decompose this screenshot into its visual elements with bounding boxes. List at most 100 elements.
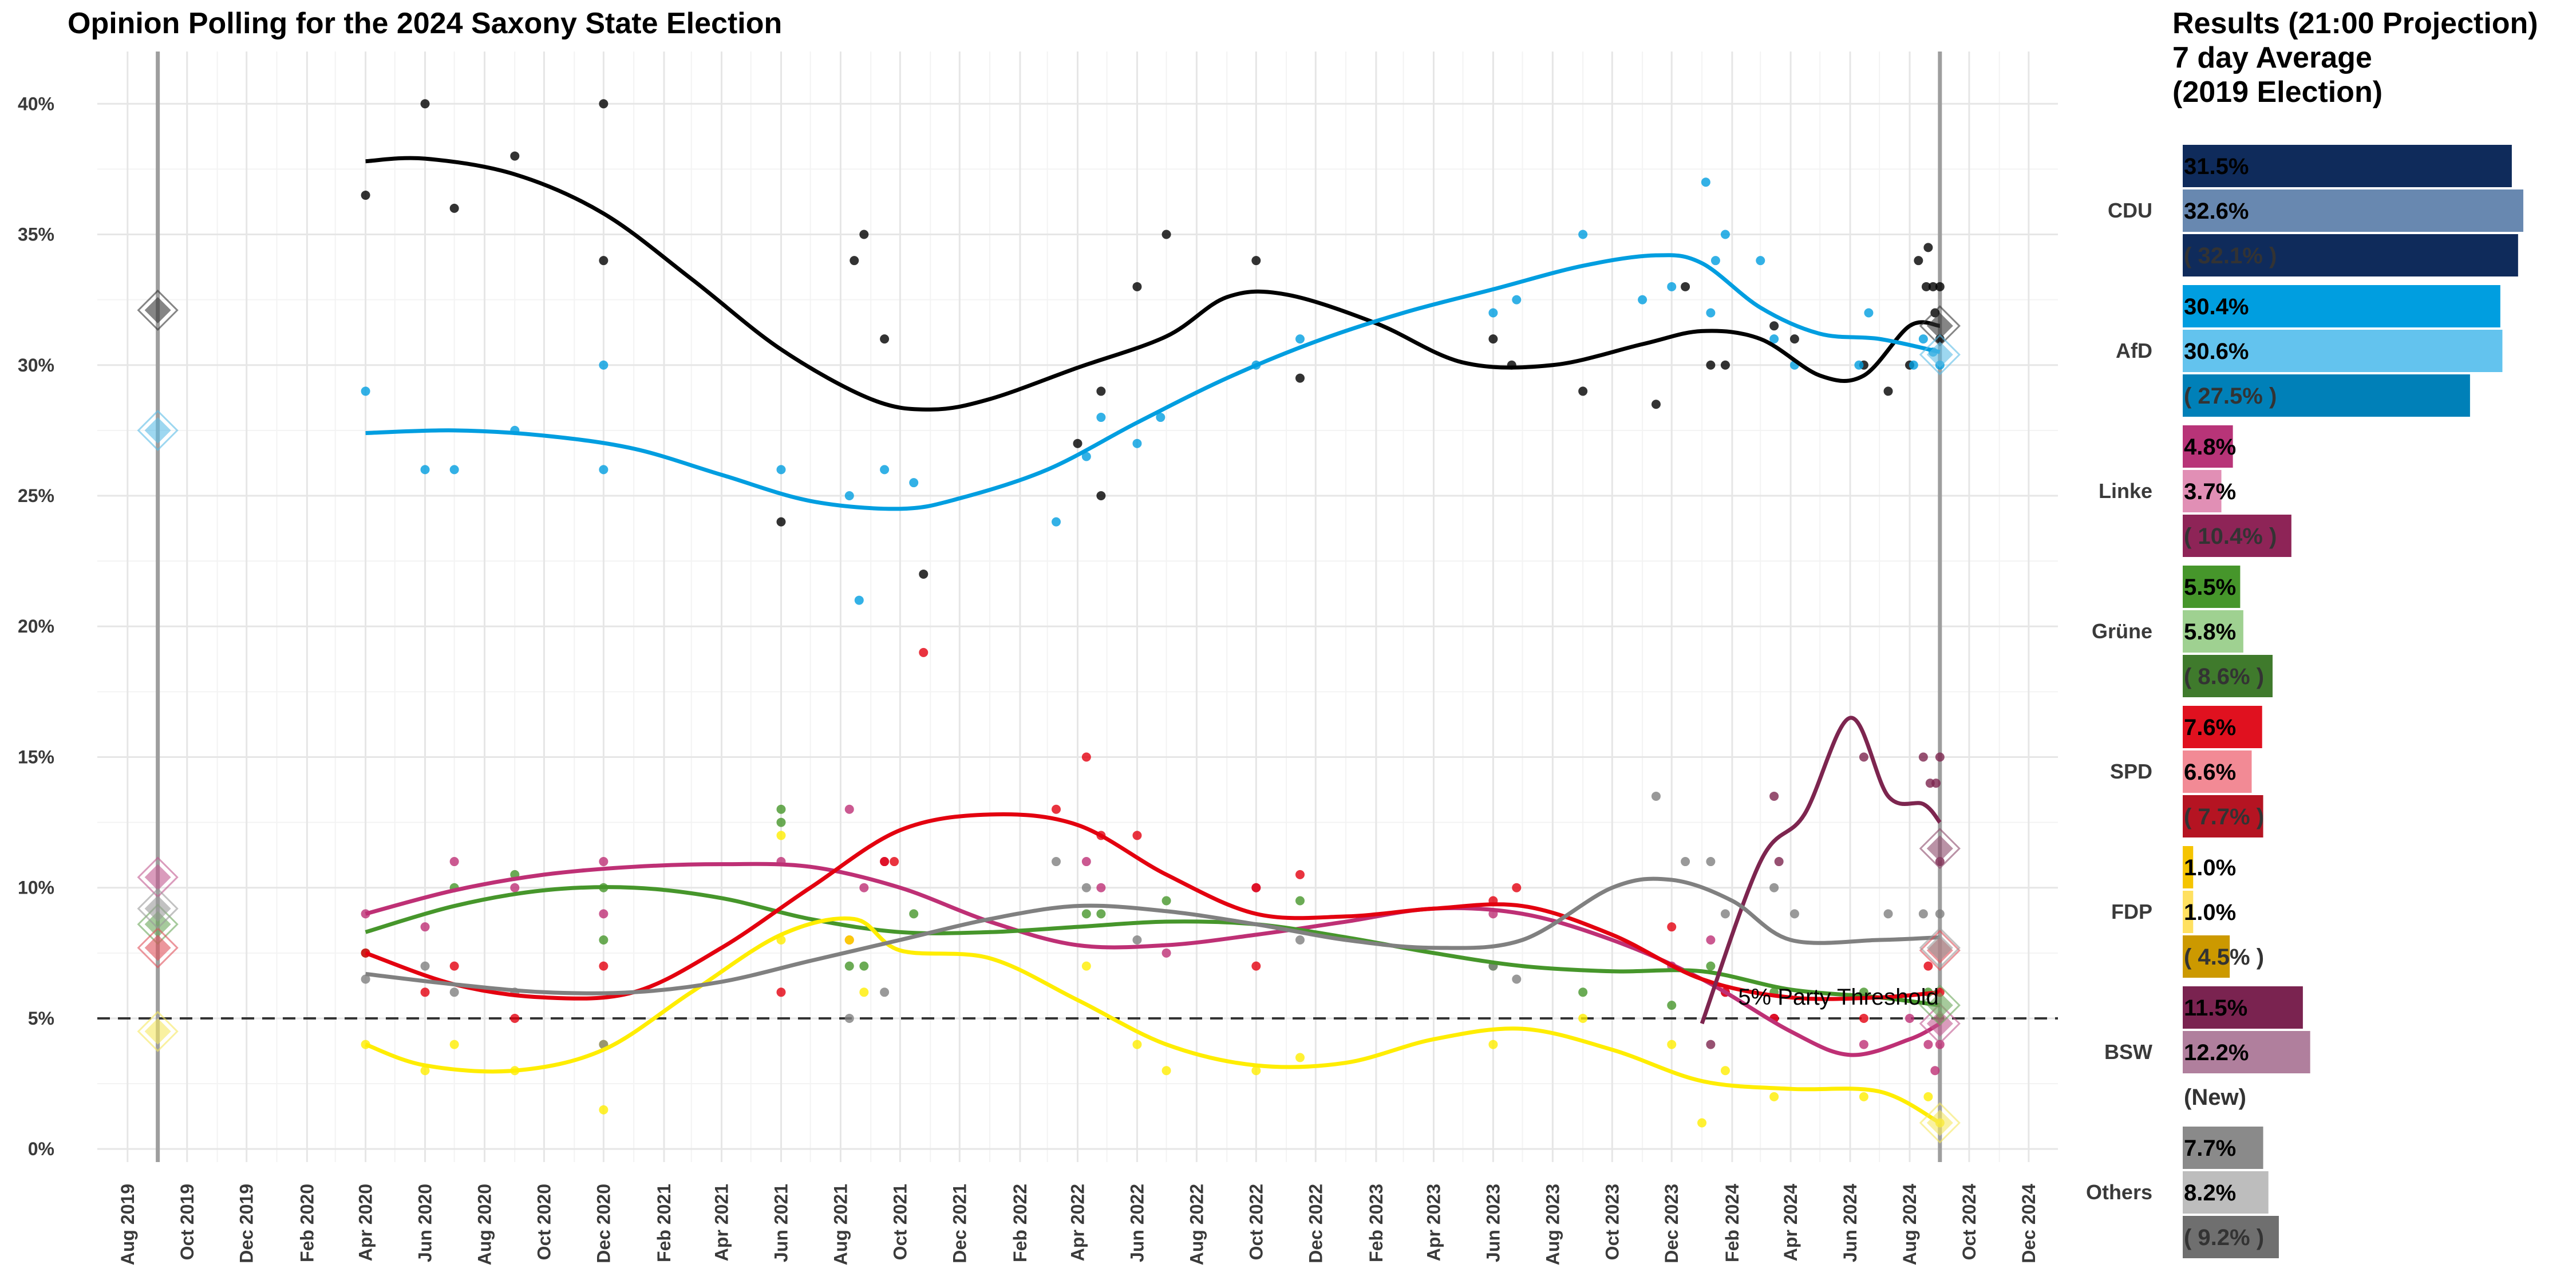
- panel-title-line-3: (2019 Election): [2172, 76, 2383, 109]
- x-tick-label: Oct 2021: [890, 1184, 910, 1260]
- result-bar-others-2: [2183, 1216, 2279, 1258]
- x-tick-label: Feb 2024: [1722, 1184, 1743, 1262]
- poll-point-afd: [880, 465, 890, 475]
- trend-line-gruene: [365, 885, 1941, 1008]
- result-bar-cdu-2: [2183, 234, 2518, 276]
- poll-point-linke: [1706, 935, 1716, 945]
- result-party-label: Linke: [2099, 479, 2152, 503]
- poll-point-spd: [1251, 883, 1261, 892]
- result-2024-marker-others: [1919, 927, 1961, 969]
- poll-point-spd: [890, 857, 899, 867]
- poll-point-afd: [599, 360, 609, 370]
- poll-point-afd: [599, 465, 609, 475]
- poll-point-cdu: [449, 203, 459, 213]
- result-bar-spd-2: [2183, 795, 2263, 837]
- x-tick-label: Oct 2023: [1602, 1184, 1622, 1260]
- poll-point-others: [1883, 909, 1893, 919]
- result-bar-label: (New): [2184, 1085, 2246, 1110]
- result-2024-marker-fdp-outline: [1919, 1102, 1961, 1144]
- poll-point-afd: [1132, 438, 1142, 448]
- poll-point-afd: [1052, 517, 1061, 527]
- result-bar-label: ( 32.1% ): [2184, 243, 2277, 268]
- result-party-label: Grüne: [2092, 619, 2152, 643]
- result-2024-marker-afd: [1919, 334, 1961, 376]
- result-2024-marker-gruene-outline: [1919, 984, 1961, 1026]
- result-bar-label: 12.2%: [2184, 1040, 2249, 1065]
- result-bar-label: 5.5%: [2184, 575, 2236, 600]
- result-bar-cdu-1: [2183, 189, 2523, 232]
- result-bar-label: ( 27.5% ): [2184, 384, 2277, 409]
- election-2019-marker-fdp: [137, 1010, 179, 1052]
- x-tick-label: Aug 2020: [474, 1184, 495, 1265]
- y-tick-label: 10%: [18, 878, 54, 898]
- poll-point-fdp: [599, 1105, 609, 1115]
- poll-point-cdu: [1073, 438, 1082, 448]
- election-2019-marker-spd-fill: [144, 934, 171, 961]
- poll-point-cdu: [1928, 282, 1938, 291]
- poll-point-fdp: [420, 1066, 430, 1076]
- trend-line-cdu: [365, 156, 1941, 412]
- poll-point-cdu: [880, 334, 890, 344]
- x-tick-label: Jun 2021: [771, 1184, 791, 1262]
- poll-point-linke: [1923, 1040, 1933, 1049]
- result-group-fdp: FDP 1.0% 1.0% ( 4.5% ): [2111, 846, 2264, 978]
- x-tick-label: Dec 2024: [2018, 1184, 2039, 1263]
- election-2019-marker-fdp-outline: [137, 1010, 179, 1052]
- poll-point-spd: [919, 647, 929, 657]
- trend-line-fdp: [365, 916, 1941, 1125]
- trend-line-afd: [365, 253, 1941, 511]
- result-bar-label: ( 10.4% ): [2184, 524, 2277, 549]
- x-tick-label: Oct 2024: [1959, 1184, 1980, 1261]
- poll-point-others: [1918, 909, 1928, 919]
- election-2019-marker-spd-outline: [137, 927, 179, 969]
- poll-point-cdu: [1096, 491, 1106, 500]
- x-tick-label: Dec 2023: [1661, 1184, 1682, 1263]
- poll-point-spd: [1859, 1013, 1868, 1023]
- result-party-label: FDP: [2111, 900, 2152, 923]
- poll-point-fdp: [1923, 1092, 1933, 1101]
- poll-point-gruene: [909, 909, 919, 919]
- poll-point-fdp: [859, 987, 869, 997]
- poll-point-gruene: [776, 804, 786, 814]
- x-tick-label: Aug 2019: [117, 1184, 138, 1265]
- x-tick-label: Apr 2020: [355, 1184, 376, 1261]
- poll-point-linke: [510, 883, 520, 892]
- poll-point-linke: [1081, 857, 1091, 867]
- result-bar-label: 30.6%: [2184, 339, 2249, 364]
- chart-title: Opinion Polling for the 2024 Saxony Stat…: [68, 7, 782, 40]
- x-tick-label: Feb 2023: [1366, 1184, 1386, 1262]
- result-party-label: SPD: [2110, 760, 2152, 783]
- result-bar-bsw-0: [2183, 986, 2303, 1029]
- x-tick-label: Dec 2022: [1305, 1184, 1326, 1263]
- result-bar-gruene-2: [2183, 655, 2273, 697]
- poll-point-fdp: [1769, 1092, 1779, 1101]
- poll-point-cdu: [1096, 386, 1106, 396]
- trend-line-linke: [365, 862, 1941, 1057]
- poll-point-others: [1651, 791, 1661, 801]
- result-bar-others-0: [2183, 1127, 2263, 1169]
- poll-point-spd: [449, 961, 459, 971]
- poll-point-cdu: [1161, 230, 1171, 239]
- y-tick-label: 40%: [18, 93, 54, 114]
- poll-point-others: [1789, 909, 1799, 919]
- result-group-bsw: BSW 11.5% 12.2% (New): [2104, 986, 2310, 1110]
- result-party-label: BSW: [2104, 1040, 2152, 1064]
- poll-point-fdp: [1251, 1066, 1261, 1076]
- result-bar-afd-0: [2183, 285, 2500, 327]
- poll-point-linke: [1935, 1040, 1945, 1049]
- y-tick-label: 20%: [18, 616, 54, 637]
- x-tick-label: Jun 2020: [415, 1184, 436, 1262]
- poll-point-gruene: [859, 961, 869, 971]
- poll-point-linke: [859, 883, 869, 892]
- poll-point-others: [1512, 974, 1522, 984]
- poll-point-linke: [599, 909, 609, 919]
- election-2019-marker-cdu-outline: [137, 289, 179, 331]
- poll-point-spd: [1512, 883, 1522, 892]
- x-tick-label: Jun 2024: [1840, 1184, 1860, 1262]
- poll-point-others: [844, 1013, 854, 1023]
- poll-point-others: [361, 974, 370, 984]
- poll-point-bsw: [1774, 857, 1784, 867]
- poll-point-gruene: [1706, 961, 1716, 971]
- poll-point-linke: [599, 857, 609, 867]
- result-2024-marker-afd-fill: [1926, 341, 1953, 368]
